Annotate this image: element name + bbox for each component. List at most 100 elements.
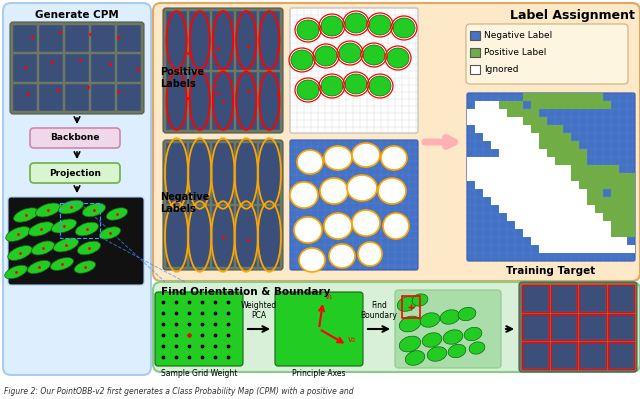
Bar — [259, 71, 280, 130]
Bar — [491, 173, 499, 181]
Ellipse shape — [31, 241, 54, 255]
Ellipse shape — [74, 261, 95, 273]
Bar — [515, 189, 523, 197]
Bar — [531, 165, 539, 173]
Bar — [595, 229, 603, 237]
Bar — [491, 101, 499, 109]
Bar — [531, 173, 539, 181]
Bar — [587, 197, 595, 205]
Bar — [523, 149, 531, 157]
Bar — [91, 25, 115, 52]
Bar — [402, 296, 420, 318]
Bar — [587, 213, 595, 221]
Bar — [523, 173, 531, 181]
Bar — [523, 229, 531, 237]
Ellipse shape — [8, 246, 32, 261]
Bar — [547, 205, 555, 213]
Bar — [522, 285, 548, 312]
Bar — [587, 93, 595, 101]
Bar — [587, 205, 595, 213]
Bar — [563, 237, 571, 245]
Bar — [627, 229, 635, 237]
Bar — [499, 189, 507, 197]
Bar — [499, 157, 507, 165]
Bar — [166, 206, 187, 267]
Ellipse shape — [397, 297, 417, 311]
Bar — [619, 205, 627, 213]
FancyBboxPatch shape — [163, 8, 283, 133]
Bar — [470, 31, 480, 40]
Bar — [579, 229, 587, 237]
Bar — [611, 221, 619, 229]
Bar — [579, 245, 587, 253]
Ellipse shape — [358, 242, 382, 266]
Bar — [555, 197, 563, 205]
Bar — [39, 84, 63, 111]
Bar — [531, 181, 539, 189]
Bar — [236, 143, 257, 204]
Bar — [555, 173, 563, 181]
Bar — [483, 101, 491, 109]
Ellipse shape — [345, 13, 367, 33]
Bar — [523, 117, 531, 125]
Bar — [555, 181, 563, 189]
Bar — [579, 157, 587, 165]
FancyBboxPatch shape — [275, 292, 363, 366]
Bar — [571, 221, 579, 229]
Bar — [563, 181, 571, 189]
Bar — [531, 221, 539, 229]
Bar — [607, 342, 634, 369]
Bar — [555, 157, 563, 165]
Ellipse shape — [320, 178, 348, 204]
Ellipse shape — [369, 76, 391, 96]
Bar — [579, 221, 587, 229]
Bar — [547, 133, 555, 141]
Ellipse shape — [106, 208, 127, 220]
Bar — [39, 54, 63, 82]
Ellipse shape — [13, 208, 38, 222]
Bar — [603, 181, 611, 189]
Bar — [547, 141, 555, 149]
Bar — [579, 173, 587, 181]
Ellipse shape — [83, 203, 106, 217]
Bar — [579, 93, 587, 101]
Bar — [579, 342, 605, 369]
Bar — [507, 173, 515, 181]
Bar — [491, 117, 499, 125]
Bar — [507, 141, 515, 149]
Bar — [619, 181, 627, 189]
Bar — [563, 229, 571, 237]
Bar — [475, 181, 483, 189]
Bar — [627, 189, 635, 197]
Bar — [539, 197, 547, 205]
Bar — [547, 157, 555, 165]
Bar — [595, 213, 603, 221]
Bar — [483, 181, 491, 189]
Bar — [555, 125, 563, 133]
Ellipse shape — [28, 261, 51, 274]
Bar — [531, 125, 539, 133]
Ellipse shape — [458, 307, 476, 321]
Bar — [523, 165, 531, 173]
Bar — [531, 237, 539, 245]
Bar — [627, 173, 635, 181]
Bar — [531, 213, 539, 221]
Bar — [603, 101, 611, 109]
Bar — [539, 117, 547, 125]
Bar — [555, 213, 563, 221]
FancyBboxPatch shape — [8, 197, 144, 285]
Bar — [619, 213, 627, 221]
Bar — [563, 173, 571, 181]
Bar — [523, 93, 531, 101]
Bar — [547, 149, 555, 157]
Bar — [491, 141, 499, 149]
Text: Positive Label: Positive Label — [484, 48, 547, 57]
Bar — [579, 181, 587, 189]
Ellipse shape — [440, 310, 460, 324]
Bar — [611, 229, 619, 237]
Bar — [522, 342, 548, 369]
Bar — [475, 125, 483, 133]
Bar — [507, 205, 515, 213]
Bar — [547, 237, 555, 245]
Bar — [483, 165, 491, 173]
